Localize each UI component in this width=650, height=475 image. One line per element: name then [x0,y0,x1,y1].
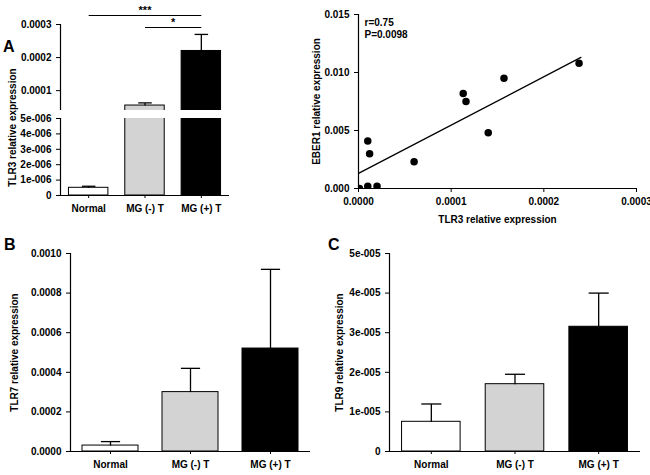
svg-text:1e-006: 1e-006 [20,174,52,185]
svg-text:TLR9 relative expression: TLR9 relative expression [334,293,345,411]
svg-text:0.005: 0.005 [324,125,349,136]
svg-text:0.0001: 0.0001 [436,196,467,207]
svg-text:1e-005: 1e-005 [349,406,381,417]
svg-text:0.015: 0.015 [324,9,349,20]
svg-text:3e-006: 3e-006 [20,144,52,155]
svg-text:MG (-) T: MG (-) T [496,459,534,470]
svg-text:MG (+) T: MG (+) T [181,203,221,214]
svg-text:4e-006: 4e-006 [20,128,52,139]
svg-text:4e-005: 4e-005 [349,287,381,298]
svg-text:2e-005: 2e-005 [349,367,381,378]
html-text:TLR3 relative expression: TLR3 relative expression [6,68,18,187]
svg-text:***: *** [139,4,153,16]
svg-text:TLR3 relative expression: TLR3 relative expression [438,214,556,225]
svg-text:0.0000: 0.0000 [31,446,62,457]
svg-text:0.000: 0.000 [324,183,349,194]
svg-text:EBER1 relative expression: EBER1 relative expression [311,38,322,165]
svg-text:MG (+) T: MG (+) T [579,459,619,470]
svg-text:MG (-) T: MG (-) T [126,203,164,214]
svg-text:Normal: Normal [93,459,128,470]
svg-text:0.0003: 0.0003 [621,196,650,207]
svg-text:0: 0 [375,446,381,457]
svg-text:5e-006: 5e-006 [20,113,52,124]
svg-text:3e-005: 3e-005 [349,327,381,338]
svg-text:MG (-) T: MG (-) T [172,459,210,470]
svg-text:0.0001: 0.0001 [21,85,52,96]
svg-text:0.0003: 0.0003 [21,19,52,30]
svg-text:P=0.0098: P=0.0098 [365,29,409,40]
svg-text:Normal: Normal [71,203,106,214]
svg-text:MG (+) T: MG (+) T [250,459,290,470]
svg-text:0.0000: 0.0000 [343,196,374,207]
svg-text:r=0.75: r=0.75 [365,17,395,28]
svg-text:0.010: 0.010 [324,67,349,78]
html-text:C: C [328,236,340,253]
svg-text:0.0002: 0.0002 [31,406,62,417]
svg-text:0.0006: 0.0006 [31,327,62,338]
svg-text:0.0010: 0.0010 [31,248,62,259]
html-text:B: B [4,236,16,253]
svg-text:Normal: Normal [414,459,449,470]
svg-text:*: * [171,16,176,28]
svg-text:0.0008: 0.0008 [31,287,62,298]
html-text:A: A [3,38,15,55]
svg-text:5e-005: 5e-005 [349,248,381,259]
svg-text:0: 0 [46,190,52,201]
svg-text:TLR7 relative expression: TLR7 relative expression [9,293,20,411]
svg-text:2e-006: 2e-006 [20,159,52,170]
svg-text:0.0002: 0.0002 [21,52,52,63]
svg-text:0.0004: 0.0004 [31,367,62,378]
svg-text:0.0002: 0.0002 [529,196,560,207]
